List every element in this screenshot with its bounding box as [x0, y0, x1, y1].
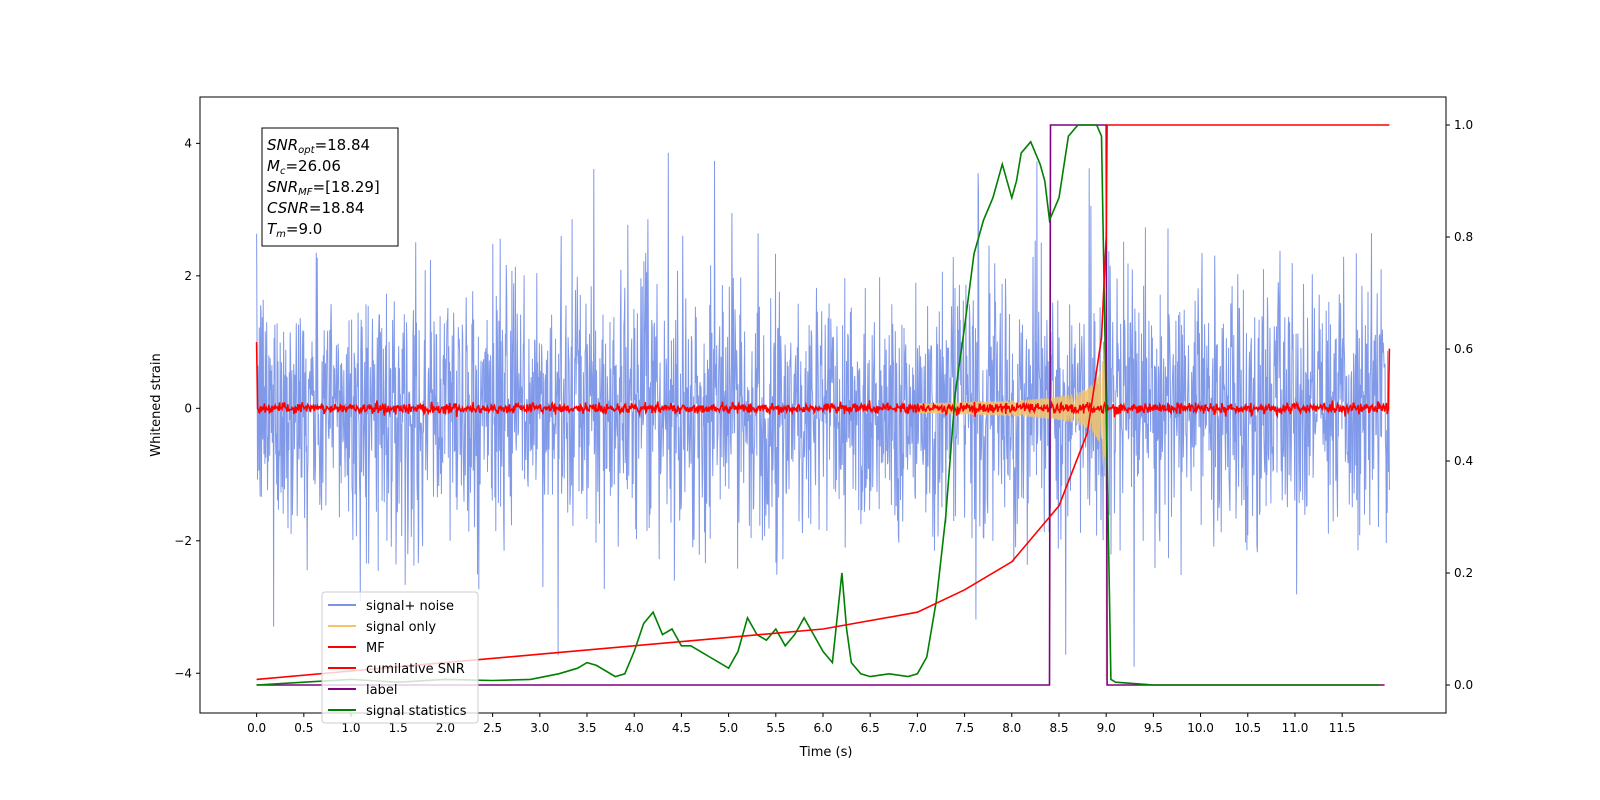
y-tick-label: −2 — [174, 534, 192, 548]
annotation-frame — [261, 127, 399, 247]
y-tick-label: 2 — [184, 269, 192, 283]
y2-tick-label: 0.0 — [1454, 678, 1473, 692]
legend-label: signal only — [366, 620, 436, 635]
y2-tick-label: 0.2 — [1454, 566, 1473, 580]
x-tick-label: 4.5 — [672, 721, 691, 735]
x-tick-label: 1.5 — [389, 721, 408, 735]
x-tick-label: 5.5 — [766, 721, 785, 735]
series-signal-statistics — [256, 124, 1380, 686]
plot-area — [255, 124, 1391, 686]
x-tick-label: 1.0 — [341, 721, 360, 735]
x-tick-label: 2.0 — [436, 721, 455, 735]
x-tick-label: 10.0 — [1187, 721, 1214, 735]
annotation-subscript: opt — [298, 145, 315, 156]
annotation-value: =18.84 — [315, 136, 371, 154]
x-tick-label: 6.5 — [861, 721, 880, 735]
legend-frame — [321, 591, 479, 724]
y2-tick-label: 0.4 — [1454, 454, 1473, 468]
x-tick-label: 7.5 — [955, 721, 974, 735]
y-axis-label: Whitened strain — [149, 353, 164, 456]
x-axis-label: Time (s) — [799, 745, 853, 760]
x-tick-label: 10.5 — [1234, 721, 1261, 735]
series-group — [255, 124, 1391, 686]
legend-label: label — [366, 683, 397, 698]
legend-label: signal statistics — [366, 704, 467, 719]
y2-tick-label: 1.0 — [1454, 118, 1473, 132]
annotation-box: SNRopt=18.84Mc=26.06SNRMF=[18.29]CSNR=18… — [261, 127, 399, 247]
annotation-subscript: m — [276, 229, 286, 240]
legend: signal+ noise signal only MF cumilative SNR… — [321, 591, 479, 724]
y-tick-label: 0 — [184, 401, 192, 415]
x-tick-label: 5.0 — [719, 721, 738, 735]
axes: 0.0 0.5 1.0 1.5 2.0 2.5 3.0 3.5 4.0 4.5 5.0 5.5 6.0 6… — [174, 118, 1473, 735]
annotation-line: Mc=26.06 — [267, 157, 341, 177]
annotation-line: Tm=9.0 — [267, 220, 322, 240]
y2-tick-label: 0.6 — [1454, 342, 1473, 356]
x-tick-label: 8.5 — [1049, 721, 1068, 735]
series-mf — [255, 342, 1391, 419]
x-tick-label: 3.0 — [530, 721, 549, 735]
x-tick-label: 2.5 — [483, 721, 502, 735]
legend-label: MF — [366, 641, 385, 656]
x-tick-label: 7.0 — [908, 721, 927, 735]
annotation-subscript: MF — [298, 187, 313, 198]
annotation-value: =[18.29] — [313, 178, 380, 196]
x-tick-label: 0.5 — [294, 721, 313, 735]
annotation-subscript: c — [280, 166, 286, 177]
legend-label: signal+ noise — [366, 599, 454, 614]
annotation-symbol: SNR — [267, 136, 298, 154]
x-tick-label: 11.0 — [1282, 721, 1309, 735]
x-tick-label: 0.0 — [247, 721, 266, 735]
y-tick-label: −4 — [174, 666, 192, 680]
annotation-line: SNRMF=[18.29] — [267, 178, 380, 198]
annotation-line: SNRopt=18.84 — [267, 136, 370, 156]
annotation-symbol: T — [267, 220, 278, 238]
series-cumulative-snr — [256, 124, 1390, 681]
annotation-value: =18.84 — [309, 199, 365, 217]
x-tick-label: 9.5 — [1144, 721, 1163, 735]
annotation-symbol: CSNR — [267, 199, 309, 217]
x-tick-label: 6.0 — [813, 721, 832, 735]
annotation-symbol: SNR — [267, 178, 298, 196]
y2-tick-label: 0.8 — [1454, 230, 1473, 244]
annotation-value: =9.0 — [286, 220, 322, 238]
x-tick-label: 9.0 — [1097, 721, 1116, 735]
x-tick-label: 4.0 — [625, 721, 644, 735]
x-tick-label: 11.5 — [1329, 721, 1356, 735]
legend-label: cumilative SNR — [366, 662, 465, 677]
annotation-symbol: M — [267, 157, 280, 175]
annotation-value: =26.06 — [285, 157, 341, 175]
x-tick-label: 3.5 — [577, 721, 596, 735]
y-tick-label: 4 — [184, 136, 192, 150]
x-tick-label: 8.0 — [1002, 721, 1021, 735]
annotation-line: CSNR=18.84 — [267, 199, 364, 217]
